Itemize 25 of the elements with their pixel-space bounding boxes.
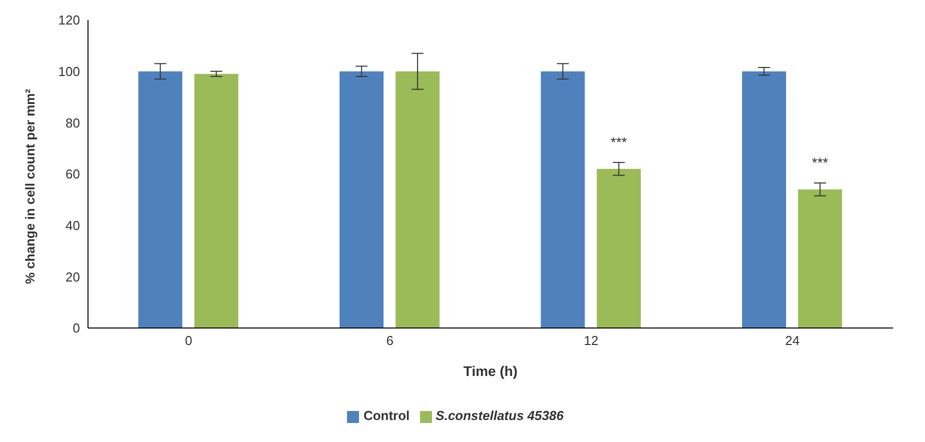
data-label: *** [610, 134, 628, 150]
y-tick-label: 120 [58, 12, 80, 28]
x-tick-label: 24 [785, 333, 800, 348]
bar [396, 71, 440, 328]
bar [138, 71, 182, 328]
y-tick-label: 80 [66, 115, 80, 130]
x-tick-label: 6 [386, 333, 394, 348]
x-axis-title: Time (h) [463, 363, 518, 379]
legend-label: Control [363, 408, 410, 423]
y-tick-label: 60 [66, 166, 80, 182]
bar [596, 168, 641, 328]
y-tick-label: 20 [66, 269, 80, 284]
x-tick-label: 0 [185, 333, 192, 348]
legend-label: S.constellatus 45386 [436, 408, 564, 423]
bar [798, 189, 842, 328]
y-tick-label: 100 [58, 64, 80, 79]
bar [742, 71, 786, 328]
bar [194, 74, 238, 328]
bar [540, 71, 585, 328]
y-tick-label: 0 [72, 320, 80, 336]
y-axis-title: % change in cell count per mm² [22, 88, 38, 284]
bar [340, 71, 384, 328]
y-tick-label: 40 [66, 218, 80, 233]
data-label: *** [812, 154, 829, 170]
x-tick-label: 12 [584, 333, 598, 348]
